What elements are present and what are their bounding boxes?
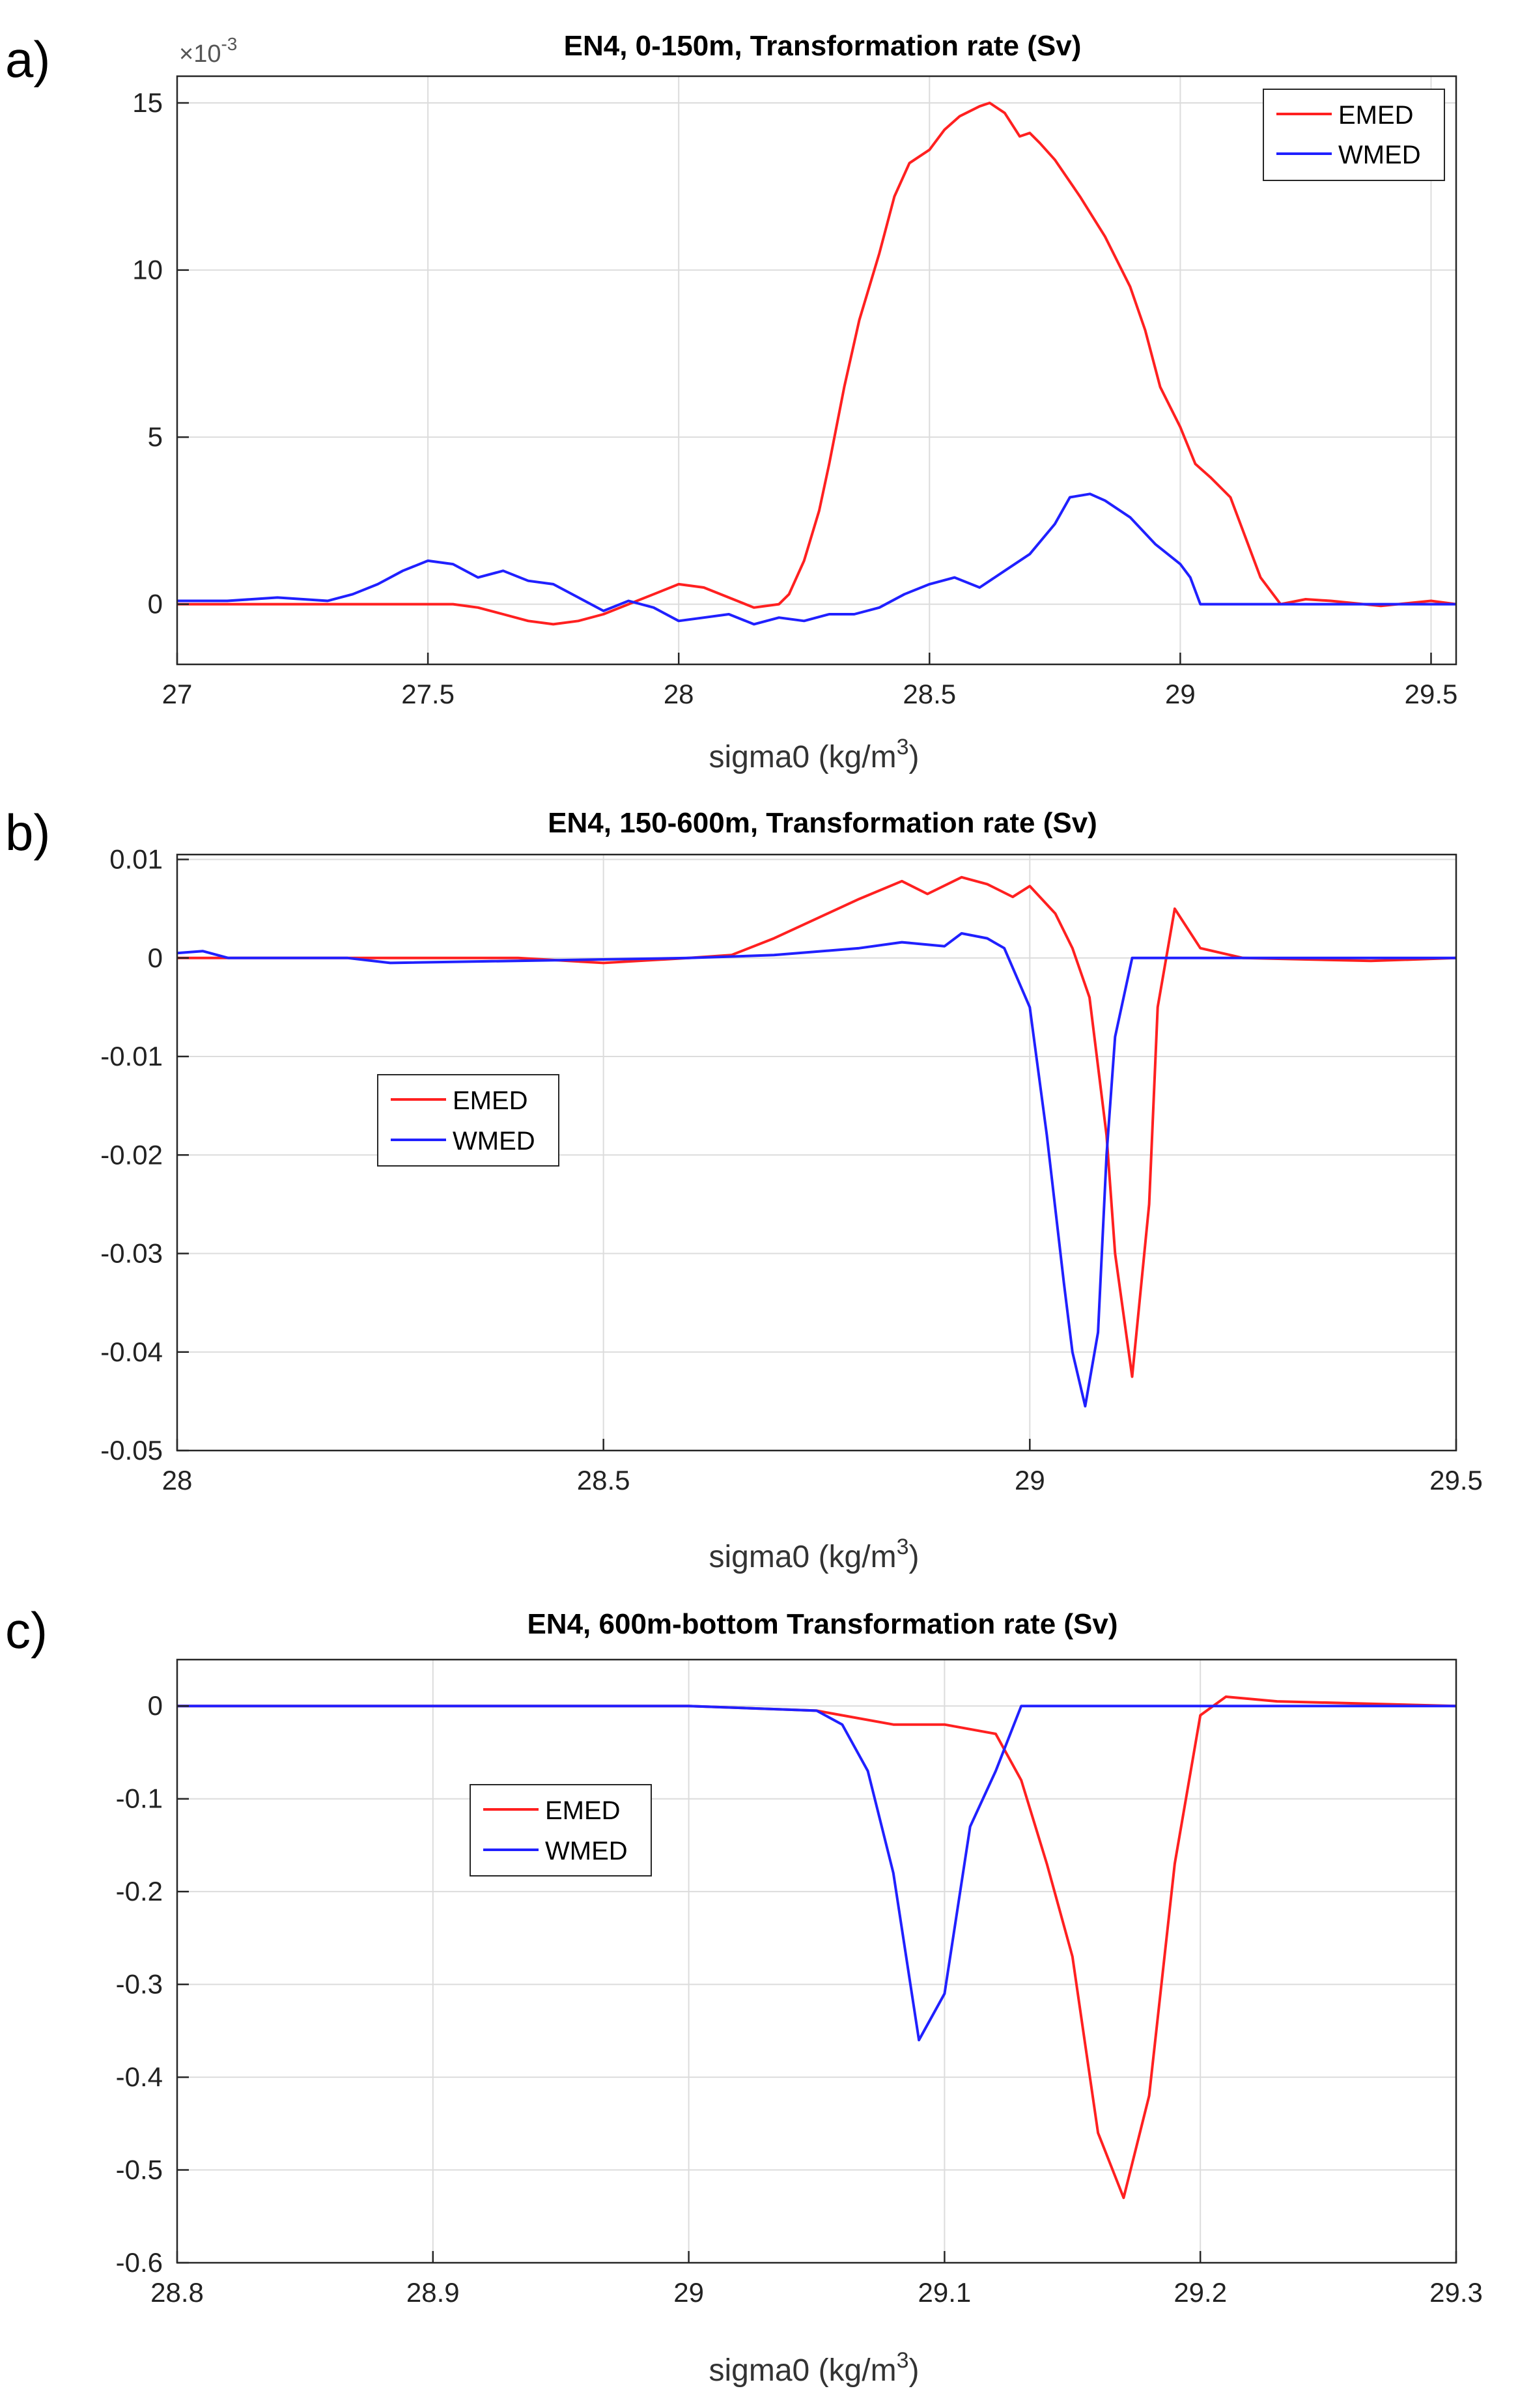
y-tick-label: -0.6 xyxy=(116,2247,163,2278)
panel-label: c) xyxy=(5,1602,48,1659)
series-lines xyxy=(177,102,1457,626)
chart-title: EN4, 150-600m, Transformation rate (Sv) xyxy=(548,807,1097,839)
panel-label: b) xyxy=(5,804,50,861)
series-lines xyxy=(176,875,1457,1408)
y-tick-labels: 0 -0.1 -0.2 -0.3 -0.4 -0.5 -0.6 xyxy=(116,1690,189,2278)
series-line-wmed xyxy=(177,492,1456,626)
y-tick-labels: 0 5 10 15 xyxy=(132,87,189,619)
x-tick-labels: 27 27.5 28 28.5 29 29.5 xyxy=(162,653,1458,709)
y-tick-label: -0.1 xyxy=(116,1783,163,1814)
x-tick-label: 28.5 xyxy=(577,1465,630,1495)
legend-label-emed: EMED xyxy=(1338,101,1414,130)
x-tick-label: 29.5 xyxy=(1405,679,1458,709)
legend-box xyxy=(470,1784,652,1877)
legend: EMED WMED xyxy=(377,1074,559,1167)
panel-b: b) EN4, 150-600m, Transformation rate (S… xyxy=(5,804,1483,1574)
y-tick-label: 15 xyxy=(132,87,163,118)
plot-frame xyxy=(176,853,1457,1452)
x-tick-label: 29.1 xyxy=(918,2277,972,2308)
grid xyxy=(176,1660,1457,2263)
legend-box xyxy=(377,1074,559,1167)
y-tick-label: -0.05 xyxy=(100,1435,163,1466)
x-tick-label: 28 xyxy=(664,679,694,709)
y-tick-label: -0.04 xyxy=(100,1337,163,1367)
x-tick-label: 29 xyxy=(673,2277,704,2308)
chart-title: EN4, 600m-bottom Transformation rate (Sv… xyxy=(527,1608,1117,1640)
y-tick-label: -0.02 xyxy=(100,1139,163,1170)
y-tick-label: -0.3 xyxy=(116,1969,163,2000)
legend-box xyxy=(1263,89,1445,181)
y-tick-label: -0.01 xyxy=(100,1041,163,1071)
x-axis-label: sigma0 (kg/m3) xyxy=(709,2348,920,2388)
y-tick-label: 5 xyxy=(148,421,163,452)
y-tick-labels: 0.01 0 -0.01 -0.02 -0.03 -0.04 -0.05 xyxy=(100,844,189,1466)
y-tick-label: 0.01 xyxy=(109,844,163,875)
legend-label-wmed: WMED xyxy=(1338,141,1421,169)
y-tick-label: -0.2 xyxy=(116,1876,163,1906)
x-tick-label: 29 xyxy=(1165,679,1196,709)
series-line-wmed xyxy=(176,932,1456,1408)
panel-c: c) EN4, 600m-bottom Transformation rate … xyxy=(5,1602,1483,2388)
legend-label-wmed: WMED xyxy=(545,1837,628,1865)
series-line-emed xyxy=(177,102,1457,626)
x-tick-label: 28.8 xyxy=(150,2277,204,2308)
x-axis-label: sigma0 (kg/m3) xyxy=(709,735,920,774)
x-tick-label: 29 xyxy=(1015,1465,1045,1495)
x-tick-label: 27 xyxy=(162,679,193,709)
plot-frame xyxy=(176,1658,1457,2264)
y-tick-label: 0 xyxy=(148,1690,163,1721)
series-lines xyxy=(177,1695,1457,2200)
panel-a: a) EN4, 0-150m, Transformation rate (Sv)… xyxy=(5,30,1457,774)
x-tick-labels: 28.8 28.9 29 29.1 29.2 29.3 xyxy=(150,2251,1483,2308)
plot-frame xyxy=(176,75,1457,666)
grid xyxy=(176,855,1457,1451)
x-tick-label: 29.5 xyxy=(1429,1465,1483,1495)
y-tick-label: 0 xyxy=(148,589,163,619)
x-tick-label: 27.5 xyxy=(401,679,455,709)
legend-label-wmed: WMED xyxy=(453,1127,535,1155)
x-tick-label: 28.9 xyxy=(406,2277,460,2308)
legend-label-emed: EMED xyxy=(545,1796,621,1825)
y-tick-label: -0.4 xyxy=(116,2061,163,2092)
x-tick-label: 28 xyxy=(162,1465,193,1495)
legend-label-emed: EMED xyxy=(453,1086,528,1115)
series-line-emed xyxy=(177,1695,1457,2200)
y-tick-label: -0.5 xyxy=(116,2155,163,2185)
series-line-emed xyxy=(177,875,1457,1378)
y-tick-label: 0 xyxy=(148,942,163,973)
panel-label: a) xyxy=(5,31,50,88)
legend: EMED WMED xyxy=(470,1784,652,1877)
y-tick-label: 10 xyxy=(132,255,163,285)
y-tick-label: -0.03 xyxy=(100,1238,163,1269)
y-exponent: ×10-3 xyxy=(179,34,237,68)
x-tick-label: 29.2 xyxy=(1174,2277,1227,2308)
series-line-wmed xyxy=(177,1705,1456,2042)
legend: EMED WMED xyxy=(1263,89,1445,181)
x-axis-label: sigma0 (kg/m3) xyxy=(709,1535,920,1574)
chart-title: EN4, 0-150m, Transformation rate (Sv) xyxy=(564,30,1082,62)
x-tick-label: 29.3 xyxy=(1429,2277,1483,2308)
x-tick-label: 28.5 xyxy=(903,679,956,709)
x-tick-labels: 28 28.5 29 29.5 xyxy=(162,1439,1483,1495)
